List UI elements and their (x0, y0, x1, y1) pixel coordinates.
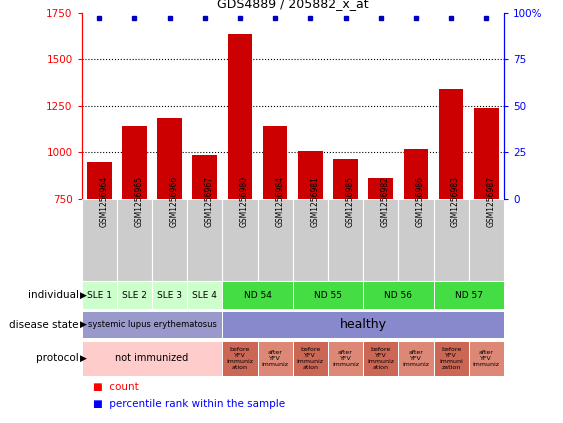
Bar (363, 199, 399, 281)
Bar (293, 199, 328, 281)
Bar (363, 341, 399, 376)
Bar (82, 311, 222, 338)
Text: before
YFV
immuni
zation: before YFV immuni zation (439, 347, 463, 370)
Bar (82, 281, 117, 309)
Text: ▶: ▶ (80, 291, 87, 299)
Text: protocol: protocol (36, 354, 79, 363)
Text: SLE 3: SLE 3 (157, 291, 182, 299)
Bar (439, 89, 463, 199)
Text: GSM1256981: GSM1256981 (310, 176, 319, 227)
Bar (122, 126, 147, 199)
Bar (333, 159, 358, 199)
Bar (117, 199, 152, 281)
Text: GSM1256987: GSM1256987 (486, 176, 495, 227)
Title: GDS4889 / 205882_x_at: GDS4889 / 205882_x_at (217, 0, 369, 10)
Bar (293, 341, 328, 376)
Text: GSM1256984: GSM1256984 (275, 176, 284, 227)
Text: systemic lupus erythematosus: systemic lupus erythematosus (88, 320, 216, 329)
Bar (399, 199, 434, 281)
Bar (434, 281, 504, 309)
Bar (187, 281, 222, 309)
Text: GSM1256966: GSM1256966 (169, 176, 178, 227)
Text: after
YFV
immuniz: after YFV immuniz (332, 350, 359, 367)
Text: disease state: disease state (10, 320, 79, 330)
Text: GSM1256983: GSM1256983 (451, 176, 460, 227)
Text: GSM1256965: GSM1256965 (135, 176, 144, 227)
Text: SLE 2: SLE 2 (122, 291, 147, 299)
Text: individual: individual (28, 290, 79, 300)
Bar (222, 341, 258, 376)
Text: before
YFV
immuniz
ation: before YFV immuniz ation (226, 347, 253, 370)
Bar (368, 179, 393, 199)
Bar (222, 281, 293, 309)
Bar (87, 162, 111, 199)
Text: ND 55: ND 55 (314, 291, 342, 299)
Text: GSM1256967: GSM1256967 (205, 176, 214, 227)
Text: ■  percentile rank within the sample: ■ percentile rank within the sample (93, 399, 285, 409)
Bar (434, 341, 468, 376)
Bar (468, 341, 504, 376)
Text: GSM1256980: GSM1256980 (240, 176, 249, 227)
Text: before
YFV
immuniz
ation: before YFV immuniz ation (367, 347, 394, 370)
Bar (363, 281, 434, 309)
Text: ND 56: ND 56 (385, 291, 412, 299)
Bar (227, 34, 252, 199)
Text: after
YFV
immuniz: after YFV immuniz (262, 350, 289, 367)
Bar (328, 341, 363, 376)
Bar (293, 281, 363, 309)
Bar (187, 199, 222, 281)
Bar (434, 199, 468, 281)
Text: after
YFV
immuniz: after YFV immuniz (403, 350, 430, 367)
Text: ■  count: ■ count (93, 382, 138, 392)
Bar (222, 199, 258, 281)
Text: not immunized: not immunized (115, 354, 189, 363)
Bar (258, 199, 293, 281)
Bar (82, 341, 222, 376)
Bar (82, 199, 117, 281)
Bar (474, 107, 499, 199)
Bar (468, 199, 504, 281)
Bar (222, 311, 504, 338)
Text: GSM1256986: GSM1256986 (416, 176, 425, 227)
Text: after
YFV
immuniz: after YFV immuniz (473, 350, 500, 367)
Text: SLE 1: SLE 1 (87, 291, 111, 299)
Bar (157, 118, 182, 199)
Text: healthy: healthy (339, 318, 387, 331)
Text: ▶: ▶ (80, 320, 87, 329)
Bar (298, 151, 323, 199)
Text: ND 54: ND 54 (244, 291, 271, 299)
Text: before
YFV
immuniz
ation: before YFV immuniz ation (297, 347, 324, 370)
Text: GSM1256964: GSM1256964 (99, 176, 108, 227)
Bar (258, 341, 293, 376)
Bar (152, 281, 187, 309)
Text: SLE 4: SLE 4 (193, 291, 217, 299)
Bar (328, 199, 363, 281)
Bar (152, 199, 187, 281)
Text: GSM1256985: GSM1256985 (346, 176, 355, 227)
Bar (404, 148, 428, 199)
Text: GSM1256982: GSM1256982 (381, 176, 390, 227)
Bar (263, 126, 288, 199)
Bar (399, 341, 434, 376)
Bar (117, 281, 152, 309)
Bar (193, 155, 217, 199)
Text: ND 57: ND 57 (455, 291, 482, 299)
Text: ▶: ▶ (80, 354, 87, 363)
